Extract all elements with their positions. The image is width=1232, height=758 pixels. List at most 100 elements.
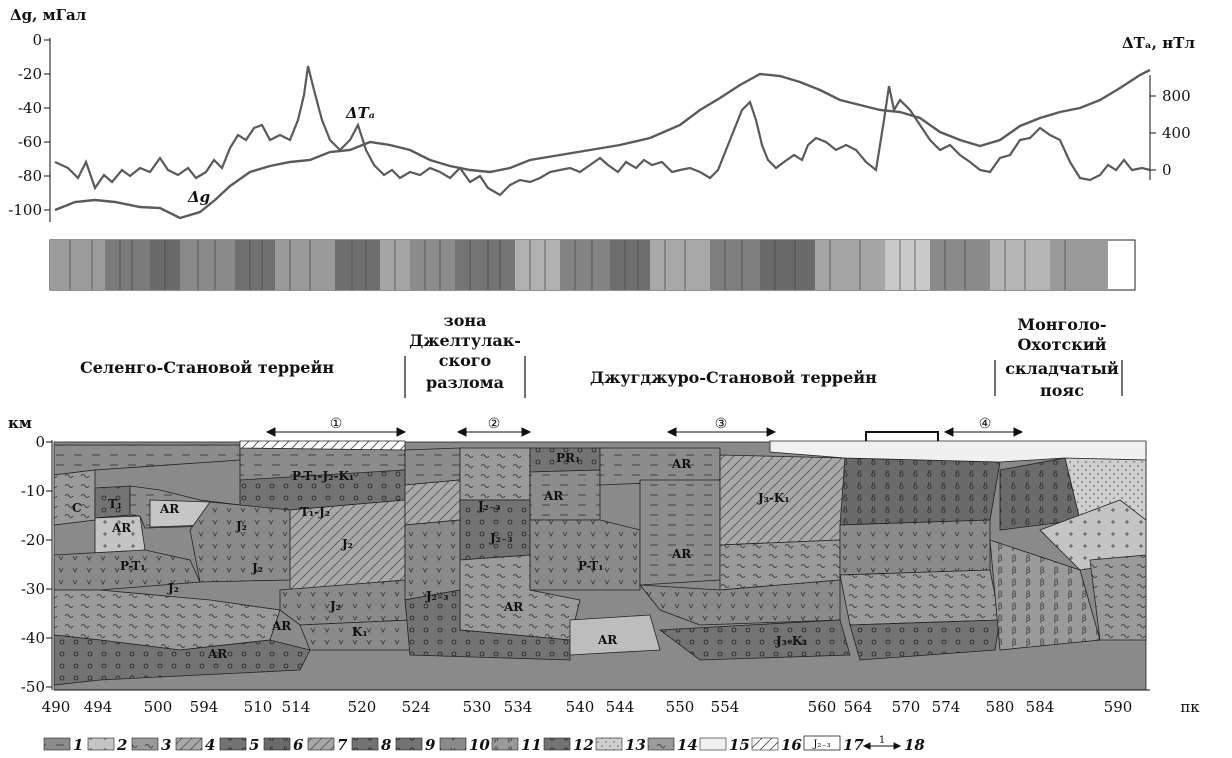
- gravity-tick: -80: [18, 167, 42, 185]
- block: [53, 469, 96, 526]
- picket-tick: 560: [808, 698, 837, 716]
- magnetic-axis-ticks: [1150, 95, 1156, 171]
- legend-number: 18: [904, 736, 925, 754]
- unit-label: J₂: [341, 537, 353, 551]
- block: [839, 457, 1001, 526]
- legend-swatch: [43, 737, 71, 751]
- legend-swatch: [595, 737, 623, 751]
- unit-label: AR: [597, 633, 618, 647]
- block: [404, 519, 461, 601]
- gravity-axis-ticks: [44, 39, 50, 211]
- magnetic-anomaly-curve: [54, 65, 1151, 197]
- unit-label: K₁: [352, 625, 368, 639]
- block: [639, 479, 721, 586]
- selengo-stanovoy-terrane-label: Селенго-Становой террейн: [80, 358, 334, 377]
- segment-label: ③: [715, 416, 728, 432]
- legend-number: 1: [73, 736, 83, 754]
- legend-number: 8: [381, 736, 392, 754]
- legend-swatch: [439, 737, 467, 751]
- block: [529, 519, 641, 591]
- depth-axis: км 0 -10 -20 -30 -40 -50: [8, 414, 53, 696]
- block: [404, 447, 461, 486]
- unit-label: J₂: [329, 599, 341, 613]
- block: [1039, 499, 1147, 571]
- legend-swatch: [351, 737, 379, 751]
- magnetic-tick: 0: [1162, 161, 1172, 179]
- legend-swatch: [219, 737, 247, 751]
- depth-tick: -10: [21, 482, 45, 500]
- segment-label: ①: [330, 416, 343, 432]
- legend-number: 7: [337, 736, 348, 754]
- gravity-tick: -60: [18, 133, 42, 151]
- picket-tick: 520: [348, 698, 377, 716]
- unit-label: AR: [159, 502, 180, 516]
- magnetic-tick-labels: 800 400 0: [1162, 87, 1191, 179]
- legend-number: 3: [161, 736, 171, 754]
- legend-symbol-17: J₂₋₃: [812, 739, 830, 750]
- legend-number: 11: [521, 736, 542, 754]
- block: [459, 447, 531, 501]
- picket-axis-unit: пк: [1180, 698, 1200, 716]
- zone-label-line-3: ского: [439, 351, 492, 370]
- legend-number: 15: [729, 736, 750, 754]
- picket-tick: 570: [892, 698, 921, 716]
- unit-label: J₃-K₁: [757, 491, 790, 505]
- picket-tick: 510: [244, 698, 273, 716]
- legend-number: 9: [425, 736, 436, 754]
- picket-tick: 580: [986, 698, 1015, 716]
- unit-label: T₁: [108, 497, 122, 511]
- block: [569, 614, 661, 656]
- mongolo-label-line-1: Монголо-: [1017, 315, 1106, 334]
- unit-label: J₂₋₃: [425, 589, 449, 603]
- picket-tick: 554: [711, 698, 740, 716]
- unit-label: P-T₁-J₂-K₁: [292, 469, 354, 483]
- legend-swatch: [131, 737, 159, 751]
- block: [53, 444, 241, 476]
- block: [404, 479, 461, 526]
- picket-tick: 524: [402, 698, 431, 716]
- unit-label: J₂: [235, 519, 247, 533]
- depth-tick: -30: [21, 580, 45, 598]
- unit-label: AR: [671, 457, 692, 471]
- unit-label: P-T₁: [120, 559, 146, 573]
- mongolo-label-line-3: складчатый: [1005, 359, 1119, 378]
- legend-swatch: [543, 737, 571, 751]
- depth-tick: -50: [21, 678, 45, 696]
- legend-number: 6: [293, 736, 304, 754]
- unit-label: J₂: [167, 581, 179, 595]
- block: [658, 619, 851, 661]
- legend-number: 4: [205, 736, 215, 754]
- legend-swatch: [263, 737, 291, 751]
- magnetic-tick: 800: [1162, 87, 1191, 105]
- gravity-tick: -40: [18, 99, 42, 117]
- picket-tick: 550: [666, 698, 695, 716]
- dzhugdzhur-stanovoy-terrane-label: Джугджуро-Становой террейн: [590, 368, 877, 387]
- unit-label: C: [72, 501, 82, 515]
- zone-label-line-4: разлома: [426, 373, 504, 392]
- block: [839, 569, 1001, 626]
- unit-label: AR: [543, 489, 564, 503]
- picket-tick: 594: [190, 698, 219, 716]
- segment-markers: [265, 427, 1024, 437]
- block: [839, 519, 991, 576]
- legend-swatch: [751, 737, 779, 751]
- picket-tick: 584: [1026, 698, 1055, 716]
- unit-label: AR: [111, 521, 132, 535]
- legend-swatch: [87, 737, 115, 751]
- segment-label: ②: [488, 416, 501, 432]
- unit-label: T₁-J₂: [300, 505, 330, 519]
- picket-axis: 490 494 500 594 510 514 520 524 530 534 …: [42, 689, 1200, 716]
- legend-swatch: [175, 737, 203, 751]
- unit-label: AR: [271, 619, 292, 633]
- unit-label: J₂₋₃: [477, 499, 501, 513]
- legend-swatch: [647, 737, 675, 751]
- legend-swatch: [699, 737, 727, 751]
- zone-label-line-1: зона: [444, 311, 487, 330]
- unit-label: AR: [503, 600, 524, 614]
- picket-tick: 534: [504, 698, 533, 716]
- resistivity-strip: [49, 239, 1136, 291]
- gravity-tick: -20: [18, 65, 42, 83]
- legend-number: 5: [249, 736, 259, 754]
- gravity-curve-label: Δg: [187, 188, 210, 206]
- depth-tick: -40: [21, 629, 45, 647]
